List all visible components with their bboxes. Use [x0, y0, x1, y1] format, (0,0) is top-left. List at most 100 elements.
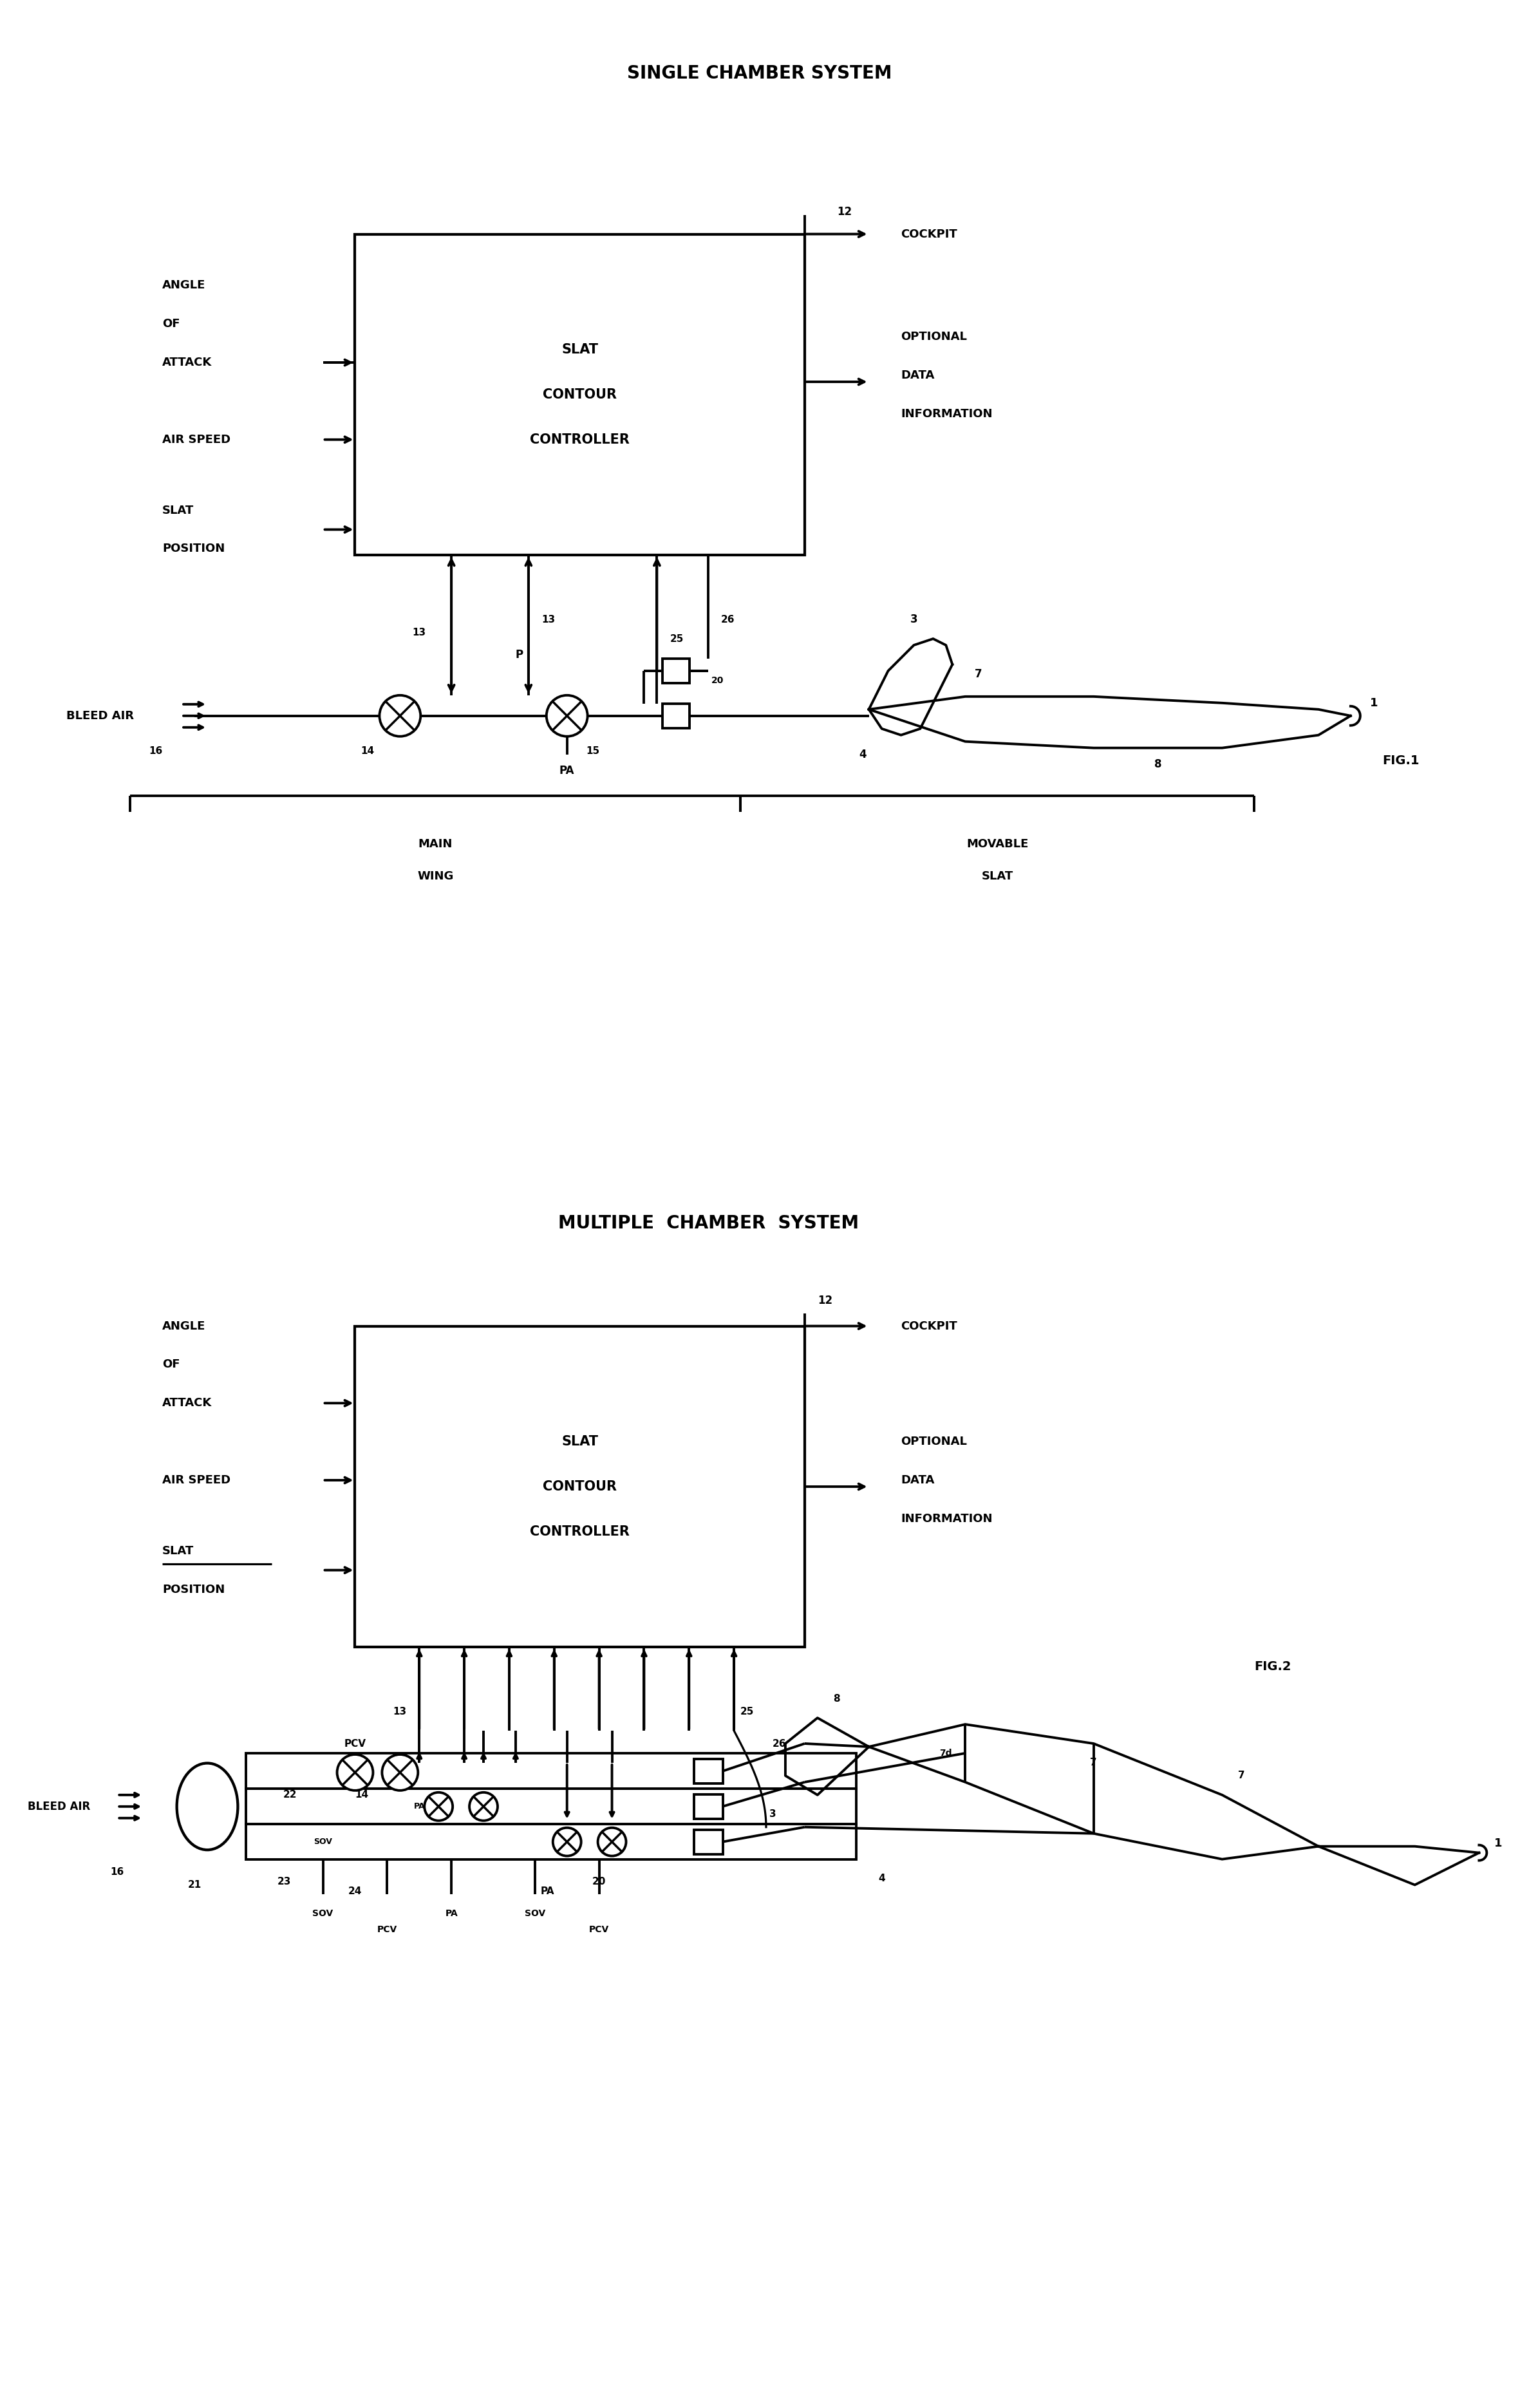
Text: MOVABLE: MOVABLE	[966, 838, 1029, 850]
Bar	[246, 1753, 856, 1789]
Text: ATTACK: ATTACK	[162, 1397, 213, 1409]
Text: AIR SPEED: AIR SPEED	[162, 1474, 231, 1486]
Text: POSITION: POSITION	[162, 544, 225, 554]
Text: SOV: SOV	[313, 1837, 332, 1847]
Text: 1: 1	[1370, 698, 1378, 708]
Text: SLAT: SLAT	[561, 1435, 598, 1447]
Text: 8: 8	[833, 1693, 839, 1702]
Circle shape	[336, 1755, 373, 1792]
Bar	[355, 234, 804, 556]
Text: 3: 3	[769, 1808, 775, 1818]
Text: 13: 13	[541, 614, 555, 624]
Text: COCKPIT: COCKPIT	[901, 1320, 957, 1332]
Text: 3: 3	[910, 614, 917, 626]
Text: 21: 21	[188, 1881, 202, 1890]
Text: P: P	[705, 1801, 711, 1811]
Text: SOV: SOV	[524, 1910, 546, 1919]
Text: PA: PA	[560, 766, 575, 775]
Text: MAIN: MAIN	[417, 838, 453, 850]
Text: POSITION: POSITION	[162, 1584, 225, 1594]
Text: 8: 8	[1154, 759, 1162, 771]
Circle shape	[546, 696, 587, 737]
Text: 24: 24	[349, 1885, 362, 1895]
Text: 4: 4	[859, 749, 867, 761]
Bar	[662, 660, 690, 684]
Text: MULTIPLE  CHAMBER  SYSTEM: MULTIPLE CHAMBER SYSTEM	[558, 1214, 859, 1233]
Text: 12: 12	[836, 205, 852, 217]
Text: BLEED AIR: BLEED AIR	[66, 710, 133, 722]
Text: OF: OF	[162, 1358, 180, 1370]
Text: 7: 7	[1090, 1758, 1098, 1767]
Text: 7: 7	[1238, 1770, 1245, 1780]
Text: PCV: PCV	[344, 1739, 365, 1748]
Ellipse shape	[177, 1763, 239, 1849]
Text: 22: 22	[283, 1789, 297, 1799]
Text: 25: 25	[670, 633, 683, 643]
Circle shape	[382, 1755, 417, 1792]
Text: 14: 14	[355, 1789, 368, 1799]
Text: 23: 23	[277, 1876, 291, 1885]
Text: ANGLE: ANGLE	[162, 1320, 206, 1332]
Text: FIG.1: FIG.1	[1382, 754, 1420, 766]
Text: BLEED AIR: BLEED AIR	[28, 1801, 90, 1813]
Bar	[355, 1327, 804, 1647]
Text: PA: PA	[541, 1885, 555, 1895]
Bar	[246, 1823, 856, 1859]
Text: SLAT: SLAT	[561, 344, 598, 356]
Text: PA: PA	[445, 1910, 457, 1919]
Text: SINGLE CHAMBER SYSTEM: SINGLE CHAMBER SYSTEM	[627, 65, 891, 82]
Text: 7: 7	[974, 669, 982, 679]
Text: PCV: PCV	[589, 1926, 609, 1934]
Text: 1: 1	[1494, 1837, 1503, 1849]
Text: DATA: DATA	[901, 1474, 934, 1486]
Text: 13: 13	[393, 1707, 407, 1717]
Circle shape	[598, 1828, 625, 1857]
Text: 16: 16	[150, 746, 162, 756]
Text: SLAT: SLAT	[162, 503, 194, 515]
Text: OPTIONAL: OPTIONAL	[901, 330, 968, 342]
Text: COCKPIT: COCKPIT	[901, 229, 957, 241]
Text: P: P	[673, 710, 679, 720]
Text: ANGLE: ANGLE	[162, 279, 206, 291]
Text: AIR SPEED: AIR SPEED	[162, 433, 231, 445]
Circle shape	[379, 696, 420, 737]
Text: 26: 26	[722, 614, 735, 624]
Text: 12: 12	[818, 1296, 832, 1305]
Text: CONTOUR: CONTOUR	[543, 1481, 616, 1493]
Text: SLAT: SLAT	[162, 1546, 194, 1556]
Text: 13: 13	[413, 628, 425, 638]
Text: P: P	[673, 667, 679, 674]
Text: INFORMATION: INFORMATION	[901, 407, 992, 419]
Bar	[694, 1758, 723, 1784]
Text: PA: PA	[414, 1801, 425, 1811]
Text: 4: 4	[878, 1873, 885, 1883]
Text: FIG.2: FIG.2	[1254, 1662, 1292, 1674]
Bar	[694, 1830, 723, 1854]
Text: 20: 20	[592, 1876, 605, 1885]
Text: 7d: 7d	[940, 1748, 953, 1758]
Text: OF: OF	[162, 318, 180, 330]
Text: 25: 25	[740, 1707, 754, 1717]
Text: CONTROLLER: CONTROLLER	[531, 1524, 630, 1539]
Text: OPTIONAL: OPTIONAL	[901, 1435, 968, 1447]
Circle shape	[469, 1792, 497, 1820]
Bar	[694, 1794, 723, 1818]
Text: P: P	[705, 1837, 711, 1847]
Text: INFORMATION: INFORMATION	[901, 1512, 992, 1524]
Text: 14: 14	[361, 746, 375, 756]
Text: PCV: PCV	[378, 1926, 398, 1934]
Text: SOV: SOV	[312, 1910, 333, 1919]
Text: CONTOUR: CONTOUR	[543, 388, 616, 402]
Text: 15: 15	[355, 1760, 368, 1770]
Text: 15: 15	[586, 746, 599, 756]
Bar	[662, 703, 690, 727]
Text: 26: 26	[772, 1739, 786, 1748]
Circle shape	[553, 1828, 581, 1857]
Text: SLAT: SLAT	[982, 872, 1014, 881]
Text: P: P	[705, 1767, 711, 1775]
Text: 16: 16	[110, 1866, 124, 1876]
Text: CONTROLLER: CONTROLLER	[531, 433, 630, 445]
Text: 20: 20	[711, 677, 725, 684]
Text: ATTACK: ATTACK	[162, 356, 213, 368]
Circle shape	[425, 1792, 453, 1820]
